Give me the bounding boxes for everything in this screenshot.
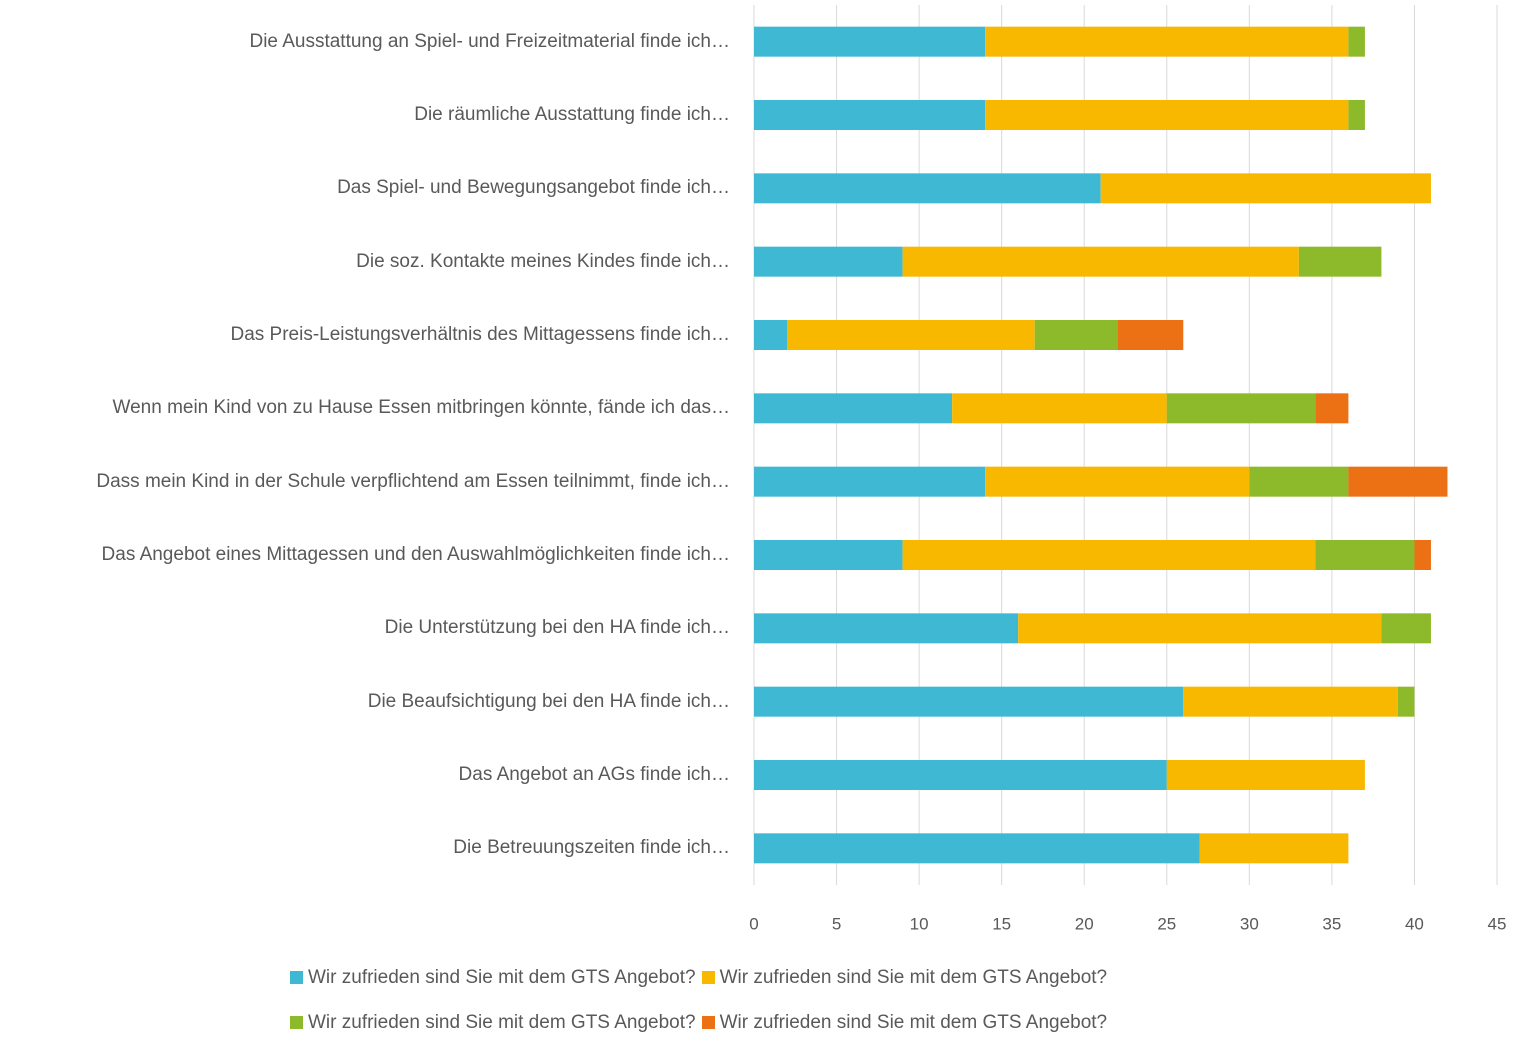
x-tick-label: 10 <box>910 914 929 933</box>
legend-label: Wir zufrieden sind Sie mit dem GTS Angeb… <box>308 1011 696 1033</box>
legend-label: Wir zufrieden sind Sie mit dem GTS Angeb… <box>719 1011 1108 1033</box>
category-label: Die Unterstützung bei den HA finde ich… <box>384 617 730 639</box>
bar-segment <box>754 466 986 497</box>
bar-segment <box>754 686 1184 717</box>
bar-segment <box>1183 686 1398 717</box>
legend-item: Wir zufrieden sind Sie mit dem GTS Angeb… <box>290 955 696 1000</box>
legend-swatch <box>290 1016 303 1029</box>
bar-segment <box>1018 613 1382 644</box>
bar-segment <box>754 833 1200 864</box>
category-label: Die Ausstattung an Spiel- und Freizeitma… <box>249 30 730 52</box>
legend-label: Wir zufrieden sind Sie mit dem GTS Angeb… <box>308 966 696 988</box>
legend-swatch <box>701 971 715 984</box>
bar-segment <box>985 26 1349 57</box>
legend-swatch <box>701 1016 715 1029</box>
bar-segment <box>1397 686 1415 717</box>
category-label: Das Preis-Leistungsverhältnis des Mittag… <box>230 324 730 345</box>
bar-segment <box>1348 100 1365 130</box>
x-tick-label: 45 <box>1488 914 1507 933</box>
bar-segment <box>1249 466 1349 497</box>
bar-segment <box>902 246 1299 277</box>
legend-label: Wir zufrieden sind Sie mit dem GTS Angeb… <box>719 966 1108 988</box>
x-tick-label: 0 <box>749 914 758 933</box>
bar-segment <box>1298 246 1382 277</box>
x-tick-label: 5 <box>832 914 841 933</box>
category-label: Die Beaufsichtigung bei den HA finde ich… <box>367 690 730 712</box>
bar-segment <box>754 246 903 277</box>
bar-segment <box>754 613 1019 644</box>
bar-segment <box>902 540 1316 570</box>
bar-segment <box>787 320 1035 350</box>
legend: Wir zufrieden sind Sie mit dem GTS Angeb… <box>290 955 1270 1045</box>
bar-segment <box>754 26 986 57</box>
bar-segment <box>754 393 953 424</box>
category-label: Das Angebot an AGs finde ich… <box>458 764 730 785</box>
bar-segment <box>1166 393 1316 424</box>
bar-segment <box>754 320 788 350</box>
category-label: Das Spiel- und Bewegungsangebot finde ic… <box>337 177 730 199</box>
x-tick-label: 40 <box>1405 914 1424 933</box>
x-tick-label: 20 <box>1075 914 1094 933</box>
bar-segment <box>1166 760 1365 790</box>
legend-item: Wir zufrieden sind Sie mit dem GTS Angeb… <box>701 1000 1108 1045</box>
bar-segment <box>952 393 1167 424</box>
category-label: Die Betreuungszeiten finde ich… <box>453 837 730 859</box>
category-label: Das Angebot eines Mittagessen und den Au… <box>101 544 730 565</box>
bar-segment <box>754 760 1167 790</box>
x-tick-label: 35 <box>1322 914 1341 933</box>
bar-segment <box>1034 320 1118 350</box>
bar-segment <box>985 466 1250 497</box>
bar-segment <box>1414 540 1431 570</box>
bar-segment <box>754 173 1101 204</box>
legend-item: Wir zufrieden sind Sie mit dem GTS Angeb… <box>701 955 1108 1000</box>
bar-segment <box>1199 833 1349 864</box>
x-tick-label: 30 <box>1240 914 1259 933</box>
category-label: Wenn mein Kind von zu Hause Essen mitbri… <box>112 397 731 419</box>
legend-item: Wir zufrieden sind Sie mit dem GTS Angeb… <box>290 1000 696 1045</box>
bar-segment <box>1348 466 1448 497</box>
bar-segment <box>1117 320 1184 350</box>
category-label: Dass mein Kind in der Schule verpflichte… <box>96 470 730 492</box>
legend-swatch <box>290 971 303 984</box>
bar-segment <box>1348 26 1365 57</box>
bar-segment <box>1381 613 1431 644</box>
bar-segment <box>985 100 1349 130</box>
category-label: Die räumliche Ausstattung finde ich… <box>414 104 730 125</box>
bar-segment <box>754 100 986 130</box>
bar-segment <box>754 540 903 570</box>
category-label: Die soz. Kontakte meines Kindes finde ic… <box>356 250 730 272</box>
bar-segment <box>1315 393 1349 424</box>
bar-segment <box>1100 173 1431 204</box>
x-tick-label: 15 <box>992 914 1011 933</box>
x-tick-label: 25 <box>1157 914 1176 933</box>
bar-segment <box>1315 540 1415 570</box>
